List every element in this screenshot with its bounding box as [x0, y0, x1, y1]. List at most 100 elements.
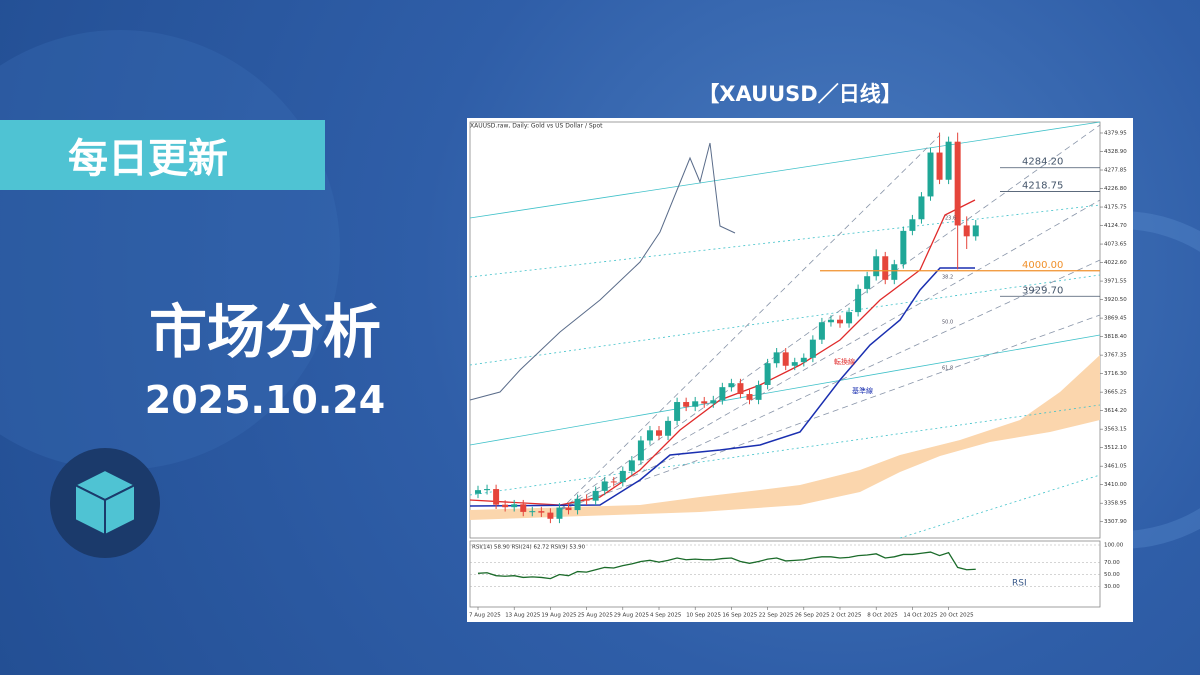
fib-label: 50.0 — [942, 320, 953, 326]
fib-label: 23.6 — [945, 216, 956, 222]
candle-body — [601, 481, 608, 491]
level-label: 4000.00 — [1022, 260, 1063, 271]
x-tick-label: 26 Sep 2025 — [795, 613, 830, 619]
y-tick-label: 3971.55 — [1104, 279, 1127, 285]
y-tick-label: 3512.10 — [1104, 445, 1127, 451]
candle-body — [529, 511, 536, 513]
candle-body — [520, 504, 527, 512]
tag-box — [0, 120, 325, 190]
candle-body — [484, 489, 491, 491]
candle-body — [556, 507, 563, 519]
rsi-tick-label: 50.00 — [1104, 572, 1120, 578]
x-tick-label: 16 Sep 2025 — [722, 613, 757, 619]
candle-body — [954, 141, 961, 226]
level-label: 4218.75 — [1022, 180, 1063, 191]
x-tick-label: 20 Oct 2025 — [940, 613, 975, 619]
candle-body — [773, 352, 780, 364]
x-tick-label: 19 Aug 2025 — [541, 613, 577, 619]
y-tick-label: 3614.20 — [1104, 408, 1127, 414]
candle-body — [701, 401, 708, 404]
candle-body — [927, 152, 934, 197]
candle-body — [764, 363, 771, 385]
candle-body — [963, 225, 970, 237]
rsi-tick-label: 30.00 — [1104, 584, 1120, 590]
candle-body — [583, 498, 590, 501]
x-tick-label: 14 Oct 2025 — [903, 613, 938, 619]
candle-body — [592, 490, 599, 501]
date: 2025.10.24 — [144, 378, 386, 422]
level-label: 4284.20 — [1022, 157, 1063, 168]
candle-body — [891, 264, 898, 280]
line-label: 基準線 — [852, 386, 873, 395]
y-tick-label: 4124.70 — [1104, 223, 1127, 229]
candle-body — [900, 230, 907, 265]
y-tick-label: 3461.05 — [1104, 464, 1127, 470]
candle-body — [502, 504, 509, 508]
x-tick-label: 4 Sep 2025 — [650, 613, 682, 619]
candle-body — [864, 276, 871, 289]
kijun-line — [469, 267, 975, 507]
candle-body — [846, 312, 853, 324]
candle-body — [800, 357, 807, 363]
y-tick-label: 3665.25 — [1104, 390, 1127, 396]
candle-body — [827, 319, 834, 323]
fib-label: 61.8 — [942, 366, 953, 372]
line-label: 転換線 — [834, 357, 855, 366]
chart-title: XAUUSD.raw, Daily: Gold vs US Dollar / S… — [470, 123, 603, 130]
candle-body — [565, 507, 572, 511]
candle-body — [809, 339, 816, 358]
y-tick-label: 3307.90 — [1104, 519, 1127, 525]
candle-body — [818, 322, 825, 340]
candle-body — [936, 152, 943, 180]
y-tick-label: 3358.95 — [1104, 501, 1127, 507]
candle-body — [637, 440, 644, 461]
candle-body — [628, 460, 635, 471]
candle-body — [610, 481, 617, 483]
y-tick-label: 3716.30 — [1104, 371, 1127, 377]
candle-body — [574, 498, 581, 511]
rsi-tick-label: 100.00 — [1104, 543, 1124, 549]
rsi-label: RSI — [1012, 579, 1027, 589]
x-tick-label: 10 Sep 2025 — [686, 613, 721, 619]
y-tick-label: 4328.90 — [1104, 149, 1127, 155]
y-tick-label: 3563.15 — [1104, 427, 1127, 433]
y-tick-label: 4277.85 — [1104, 168, 1127, 174]
candle-body — [719, 387, 726, 401]
candle-body — [782, 352, 789, 366]
rsi-tick-label: 70.00 — [1104, 560, 1120, 566]
fib-fan — [559, 124, 1101, 511]
y-tick-label: 3410.00 — [1104, 482, 1127, 488]
candle-body — [683, 402, 690, 407]
candle-body — [619, 470, 626, 483]
x-tick-label: 22 Sep 2025 — [759, 613, 794, 619]
candle-body — [972, 225, 979, 237]
candle-body — [493, 489, 500, 505]
x-tick-label: 2 Oct 2025 — [831, 613, 862, 619]
candle-body — [656, 430, 662, 436]
x-tick-label: 8 Oct 2025 — [867, 613, 898, 619]
candle-body — [791, 362, 798, 366]
candle-body — [511, 504, 518, 508]
candle-body — [665, 420, 672, 436]
candle-body — [909, 219, 916, 231]
x-tick-label: 13 Aug 2025 — [505, 613, 541, 619]
tag: 每日更新 — [68, 136, 228, 182]
x-tick-label: 29 Aug 2025 — [614, 613, 650, 619]
candle-body — [945, 141, 952, 180]
candle-body — [538, 511, 545, 513]
candle-body — [646, 430, 653, 441]
candle-body — [728, 383, 735, 388]
y-tick-label: 4379.95 — [1104, 130, 1127, 136]
y-tick-label: 3767.35 — [1104, 353, 1127, 359]
candle-body — [737, 383, 744, 395]
candle-body — [547, 512, 554, 519]
y-tick-label: 4073.65 — [1104, 242, 1127, 248]
y-tick-label: 4226.80 — [1104, 186, 1127, 192]
rsi-line — [477, 551, 976, 580]
overlay-line — [469, 142, 736, 401]
candle-body — [755, 384, 762, 400]
candle-body — [873, 256, 880, 277]
x-tick-label: 25 Aug 2025 — [578, 613, 614, 619]
candle-body — [674, 402, 681, 421]
